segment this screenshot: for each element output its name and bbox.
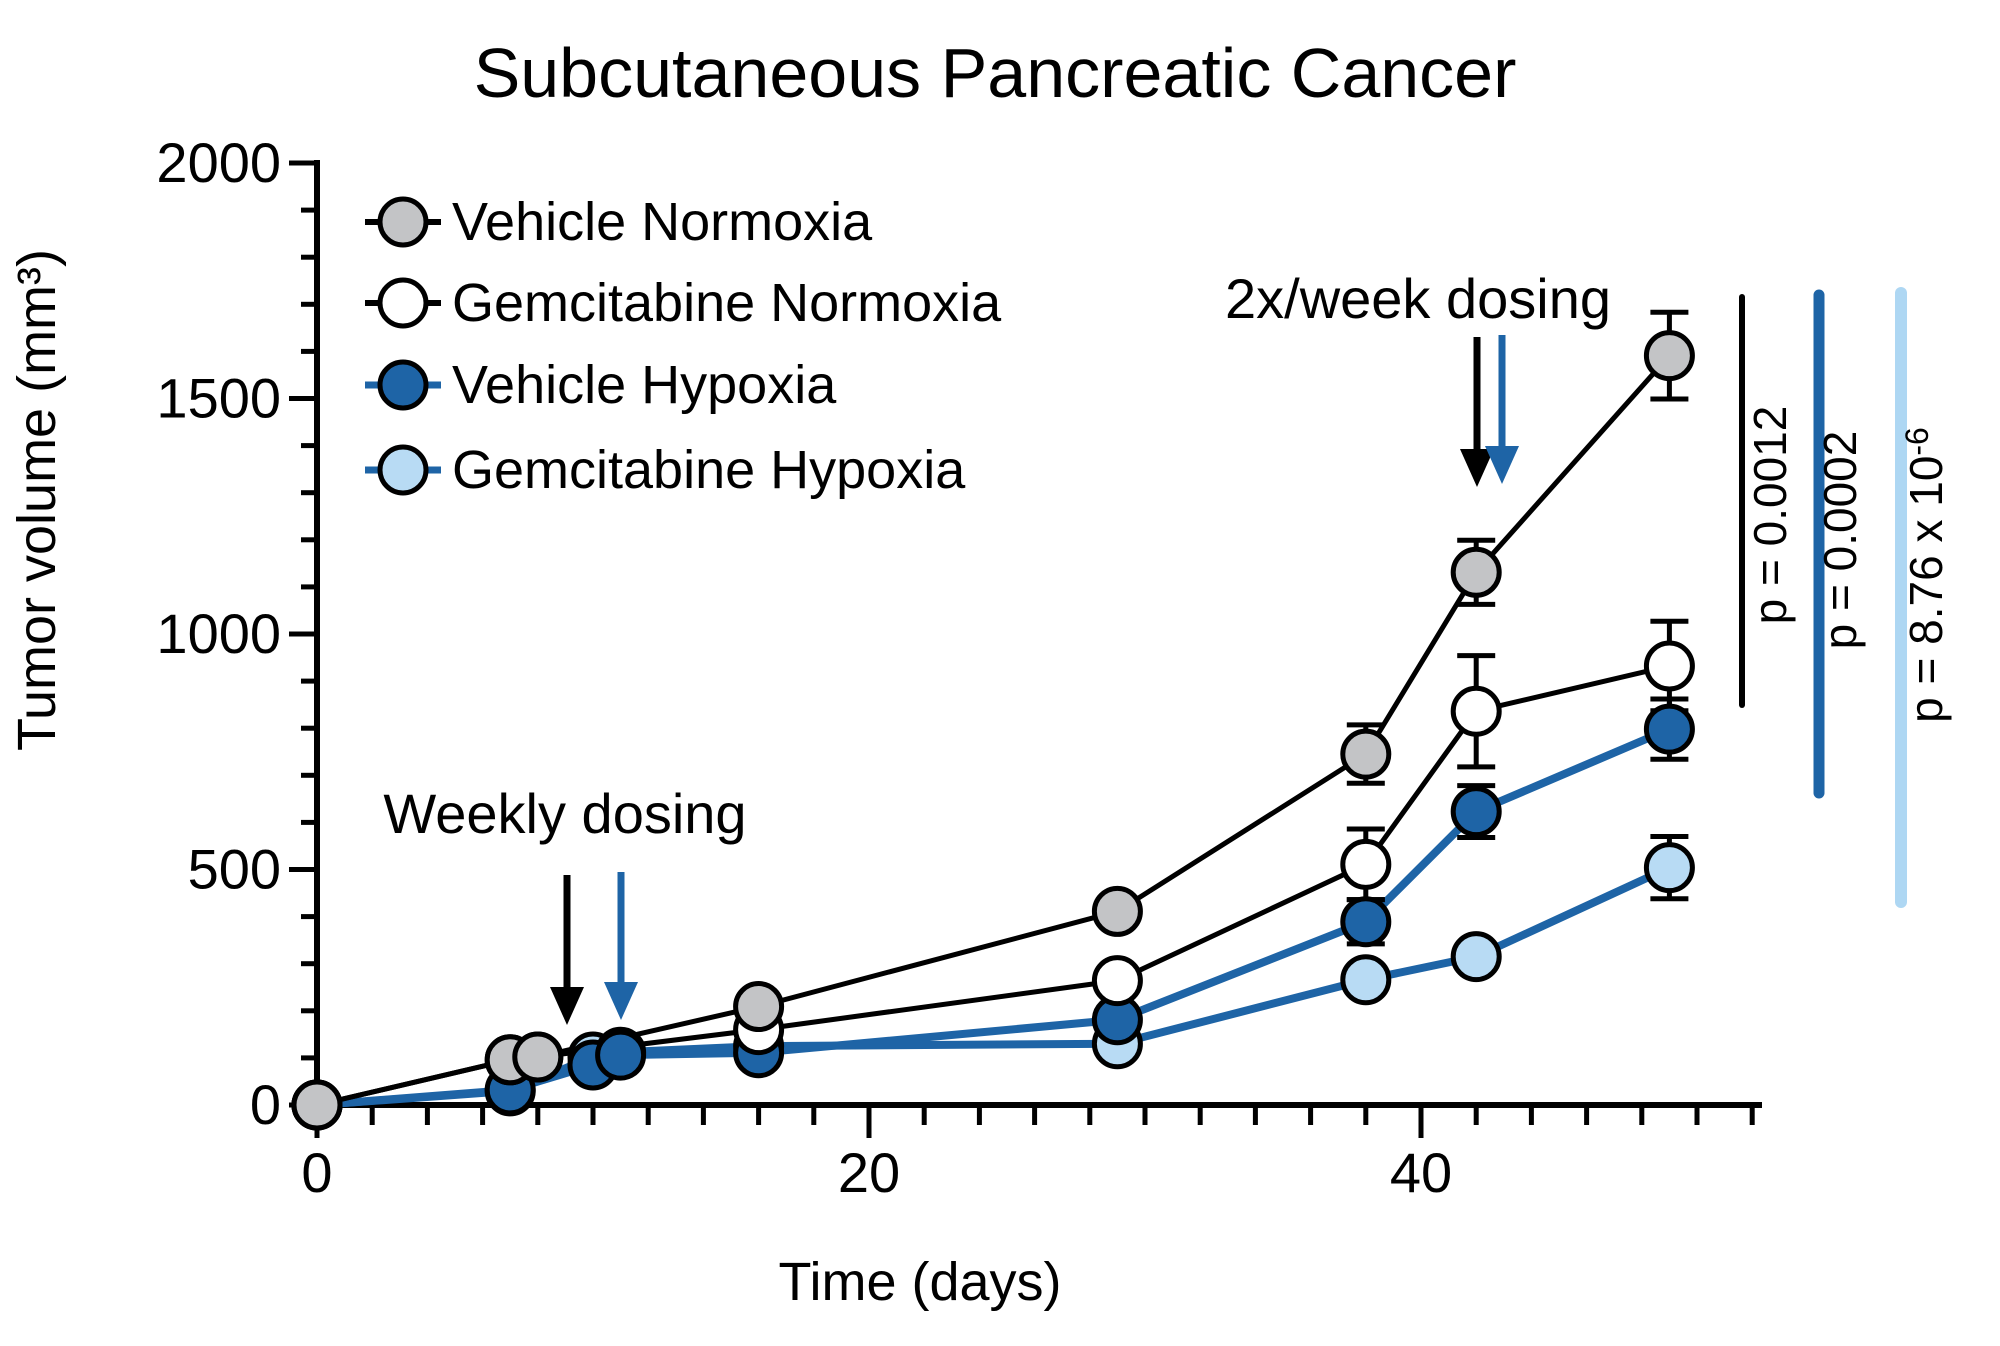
legend-marker-gemcitabine-normoxia — [377, 277, 429, 329]
arrow-head — [1460, 449, 1494, 487]
twice-weekly-dosing-arrow-0 — [1460, 337, 1494, 487]
data-point-marker-vehicle-normoxia — [291, 1079, 343, 1131]
data-point-marker-gemcitabine-normoxia — [1340, 838, 1392, 890]
x-axis-label: Time (days) — [778, 1252, 1061, 1312]
p-value-label-vehicle-hypoxia: p = 0.0002 — [1814, 431, 1866, 650]
y-tick-label: 0 — [250, 1073, 281, 1136]
data-point-marker-gemcitabine-hypoxia — [1450, 931, 1502, 983]
y-axis-label: Tumor volume (mm³) — [7, 249, 67, 751]
y-tick-label: 1500 — [156, 367, 281, 430]
legend-label-gemcitabine-normoxia: Gemcitabine Normoxia — [452, 273, 1002, 333]
data-point-marker-vehicle-hypoxia — [595, 1029, 647, 1081]
data-point-marker-vehicle-hypoxia — [1340, 896, 1392, 948]
arrow-head — [550, 987, 584, 1025]
data-point-marker-gemcitabine-normoxia — [1450, 685, 1502, 737]
data-point-marker-gemcitabine-normoxia — [1643, 640, 1695, 692]
legend-label-vehicle-normoxia: Vehicle Normoxia — [452, 192, 873, 252]
y-tick-label: 500 — [188, 838, 281, 901]
legend-item-vehicle-normoxia: Vehicle Normoxia — [365, 192, 873, 252]
error-bars — [1346, 309, 1689, 947]
chart-title: Subcutaneous Pancreatic Cancer — [474, 34, 1517, 112]
p-value-label-gemcitabine-hypoxia: p = 8.76 x 10-6 — [1899, 427, 1952, 723]
p-value-label-normoxia: p = 0.0012 — [1744, 406, 1796, 625]
weekly-dosing-label: Weekly dosing — [383, 782, 746, 845]
data-point-marker-vehicle-normoxia — [1091, 885, 1143, 937]
weekly-dosing-arrow-1 — [604, 872, 638, 1020]
data-point-marker-vehicle-normoxia — [733, 981, 785, 1033]
legend-marker-gemcitabine-hypoxia — [377, 444, 429, 496]
data-markers — [291, 330, 1695, 1131]
data-point-marker-vehicle-normoxia — [512, 1031, 564, 1083]
data-point-marker-vehicle-normoxia — [1450, 546, 1502, 598]
legend-marker-vehicle-hypoxia — [377, 359, 429, 411]
data-point-marker-gemcitabine-normoxia — [1091, 955, 1143, 1007]
data-point-marker-vehicle-hypoxia — [1450, 786, 1502, 838]
arrow-head — [1485, 446, 1519, 484]
y-tick-label: 2000 — [156, 131, 281, 194]
dosing-arrows — [550, 335, 1519, 1025]
legend-label-gemcitabine-hypoxia: Gemcitabine Hypoxia — [452, 440, 966, 500]
data-point-marker-vehicle-hypoxia — [1643, 703, 1695, 755]
legend-marker-vehicle-normoxia — [377, 196, 429, 248]
legend-item-vehicle-hypoxia: Vehicle Hypoxia — [365, 355, 837, 415]
arrow-head — [604, 982, 638, 1020]
data-point-marker-gemcitabine-hypoxia — [1340, 954, 1392, 1006]
legend: Vehicle Normoxia Gemcitabine Normoxia Vehi… — [365, 192, 1002, 500]
legend-item-gemcitabine-hypoxia: Gemcitabine Hypoxia — [365, 440, 966, 500]
axes: 0 20 40 0 500 1000 1500 2000 — [156, 131, 1762, 1204]
twice-weekly-dosing-arrow-1 — [1485, 335, 1519, 484]
data-point-marker-vehicle-normoxia — [1643, 330, 1695, 382]
y-tick-label: 1000 — [156, 602, 281, 665]
weekly-dosing-arrow-0 — [550, 875, 584, 1025]
data-point-marker-vehicle-normoxia — [1340, 728, 1392, 780]
x-tick-label: 20 — [838, 1141, 900, 1204]
twice-weekly-dosing-label: 2x/week dosing — [1225, 267, 1611, 330]
x-tick-label: 40 — [1390, 1141, 1452, 1204]
data-point-marker-gemcitabine-hypoxia — [1643, 842, 1695, 894]
x-tick-label: 0 — [301, 1141, 332, 1204]
legend-label-vehicle-hypoxia: Vehicle Hypoxia — [452, 355, 837, 415]
legend-item-gemcitabine-normoxia: Gemcitabine Normoxia — [365, 273, 1002, 333]
p-value-brackets — [1739, 287, 1907, 908]
